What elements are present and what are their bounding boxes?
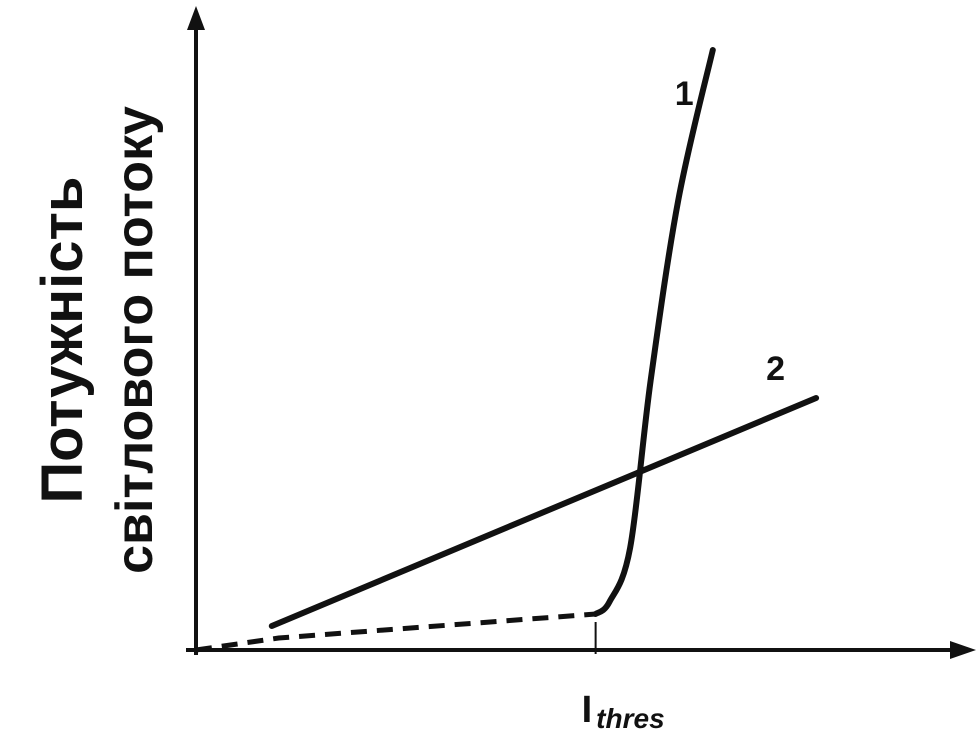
series-1-line [592, 47, 716, 617]
threshold-label-subscript: thres [596, 703, 664, 734]
x-axis-arrow-icon [950, 641, 976, 659]
series-1-dashed-line [195, 611, 596, 653]
threshold-label-main: I [582, 689, 593, 731]
series-2-label: 2 [766, 350, 785, 388]
series-1-label: 1 [675, 75, 694, 113]
y-axis-arrow-icon [187, 6, 205, 30]
axes [186, 6, 976, 659]
y-axis-label-line-2: світлового потоку [106, 106, 164, 574]
series-2-line [268, 395, 820, 629]
series-layer [195, 47, 820, 653]
y-axis-label-line-1: Потужність [30, 176, 95, 503]
labels-layer: 1 2 Потужність світлового потоку I thres [30, 75, 785, 734]
